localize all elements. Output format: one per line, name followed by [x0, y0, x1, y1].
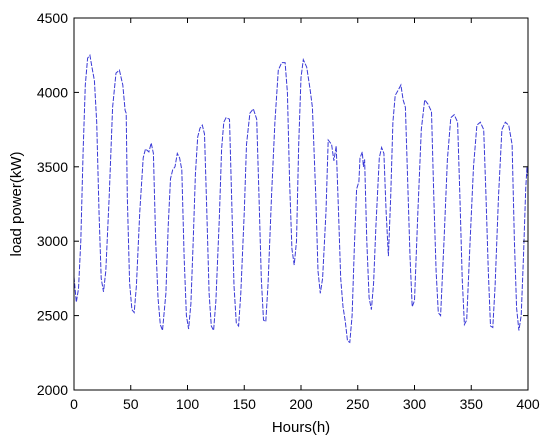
series-layer [73, 53, 528, 344]
y-tick-label: 3000 [37, 233, 68, 249]
y-axis: 2000 2500 3000 3500 4000 4500 [37, 10, 528, 398]
x-tick-label: 100 [176, 396, 200, 412]
x-tick-label: 200 [289, 396, 313, 412]
x-axis-label: Hours(h) [272, 419, 330, 436]
x-tick-label: 300 [403, 396, 427, 412]
y-axis-label: load power(kW) [8, 151, 25, 256]
x-tick-label: 400 [516, 396, 540, 412]
x-tick-label: 250 [346, 396, 370, 412]
y-tick-label: 2000 [37, 382, 68, 398]
x-tick-label: 0 [70, 396, 78, 412]
y-tick-label: 4000 [37, 84, 68, 100]
series-line-0 [73, 53, 528, 344]
x-axis: 0 50 100 150 200 250 300 350 400 [70, 18, 540, 412]
x-tick-label: 350 [460, 396, 484, 412]
y-tick-label: 4500 [37, 10, 68, 26]
x-tick-label: 50 [123, 396, 139, 412]
y-tick-label: 2500 [37, 308, 68, 324]
y-tick-label: 3500 [37, 159, 68, 175]
x-tick-label: 150 [233, 396, 257, 412]
